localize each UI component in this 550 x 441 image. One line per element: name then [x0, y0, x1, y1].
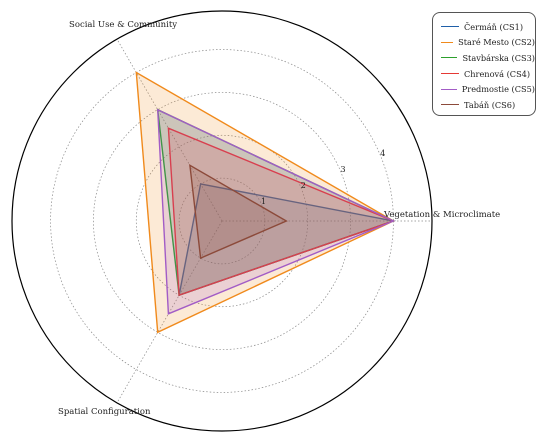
grid-ring-3	[93, 92, 351, 350]
legend-label: Tabáň (CS6)	[464, 99, 516, 110]
legend-item: Chrenová (CS4)	[441, 66, 535, 82]
radial-tick-label: 3	[341, 165, 346, 174]
legend-swatch	[441, 26, 459, 28]
legend-label: Predmostie (CS5)	[461, 84, 535, 95]
legend-swatch	[441, 57, 458, 59]
radial-tick-label: 4	[380, 149, 385, 158]
series-polygon-2	[135, 71, 395, 334]
legend-label: Staré Mesto (CS2)	[458, 37, 535, 48]
radial-tick-label: 2	[301, 181, 306, 190]
legend: Čermáň (CS1) Staré Mesto (CS2) Stavbárska …	[432, 12, 536, 116]
grid-ring-2	[135, 134, 309, 308]
legend-swatch	[441, 88, 457, 90]
axis-label-1: Vegetation & Microclimate	[383, 210, 500, 220]
legend-label: Stavbárska (CS3)	[462, 52, 535, 63]
grid-spoke-3	[116, 220, 223, 404]
series-polygon-5	[156, 108, 396, 315]
legend-label: Čermáň (CS1)	[464, 21, 524, 32]
outer-circle	[11, 10, 433, 432]
radial-tick-label: 1	[261, 197, 266, 206]
axis-label-3: Spatial Configuration	[58, 407, 151, 417]
legend-item: Stavbárska (CS3)	[441, 50, 535, 66]
radar-series	[135, 71, 397, 334]
axis-label-2: Social Use & Community	[69, 20, 177, 30]
legend-item: Tabáň (CS6)	[441, 97, 535, 113]
legend-swatch	[441, 73, 459, 75]
series-polygon-6	[189, 163, 288, 260]
legend-item: Predmostie (CS5)	[441, 81, 535, 97]
legend-item: Staré Mesto (CS2)	[441, 35, 535, 51]
legend-swatch	[441, 104, 459, 106]
legend-swatch	[441, 41, 454, 43]
legend-item: Čermáň (CS1)	[441, 19, 535, 35]
legend-label: Chrenová (CS4)	[464, 68, 531, 79]
radar-labels: 1 2 3 4 Vegetation & Microclimate Social Use …	[58, 20, 500, 417]
grid-spoke-2	[116, 38, 223, 222]
series-polygon-4	[167, 127, 396, 297]
